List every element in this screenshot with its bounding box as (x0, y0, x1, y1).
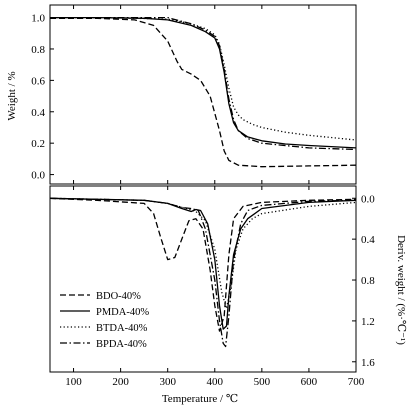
top-y-tick-label: 0.6 (31, 75, 45, 87)
bottom-series-btda-40- (50, 197, 356, 310)
legend: BDO-40% PMDA-40% BTDA-40% BPDA-40% (60, 291, 149, 350)
bottom-plot-frame (49, 185, 357, 373)
bottom-y-tick-label: 0.8 (361, 275, 375, 287)
bottom-series-bpda-40- (50, 197, 356, 348)
x-tick-label: 600 (301, 376, 318, 388)
legend-label: BTDA-40% (96, 323, 148, 334)
top-series-bpda-40- (50, 16, 356, 151)
bottom-panel: 100 200 300 400 500 600 700 0.0 0.4 0.8 1.2 1.6 (49, 185, 375, 388)
top-y-axis-label: Weight / % (6, 71, 18, 120)
bottom-y-tick-label: 1.2 (361, 316, 375, 328)
bottom-y-tick-label: 0.4 (361, 234, 375, 246)
top-y-tick-label: 0.8 (31, 44, 45, 56)
bottom-y-tick-label: 0.0 (361, 193, 375, 205)
bottom-series-pmda-40- (50, 197, 356, 330)
top-y-tick-label: 0.4 (31, 107, 45, 119)
bottom-y-tick-label: 1.6 (361, 357, 375, 369)
legend-label: BPDA-40% (96, 339, 147, 350)
x-tick-label: 300 (159, 376, 176, 388)
top-series-bdo-40- (50, 17, 356, 168)
top-y-tick-label: 0.0 (31, 170, 45, 182)
top-panel: 0.0 0.2 0.4 0.6 0.8 1.0 (31, 4, 357, 185)
top-y-tick-label: 1.0 (31, 13, 45, 25)
top-y-tick-label: 0.2 (31, 138, 45, 150)
top-series-pmda-40- (50, 16, 356, 149)
top-series-btda-40- (50, 16, 356, 141)
x-tick-label: 700 (348, 376, 365, 388)
x-tick-label: 100 (65, 376, 82, 388)
x-tick-label: 400 (207, 376, 224, 388)
bottom-y-axis-label: Deriv. weight / (%·℃⁻¹) (395, 235, 407, 345)
legend-label: BDO-40% (96, 291, 141, 302)
top-plot-frame (49, 4, 357, 185)
x-tick-label: 500 (254, 376, 271, 388)
x-tick-label: 200 (112, 376, 129, 388)
legend-label: PMDA-40% (96, 307, 149, 318)
x-axis-label: Temperature / ℃ (162, 393, 238, 405)
bottom-series-bdo-40- (50, 197, 356, 332)
